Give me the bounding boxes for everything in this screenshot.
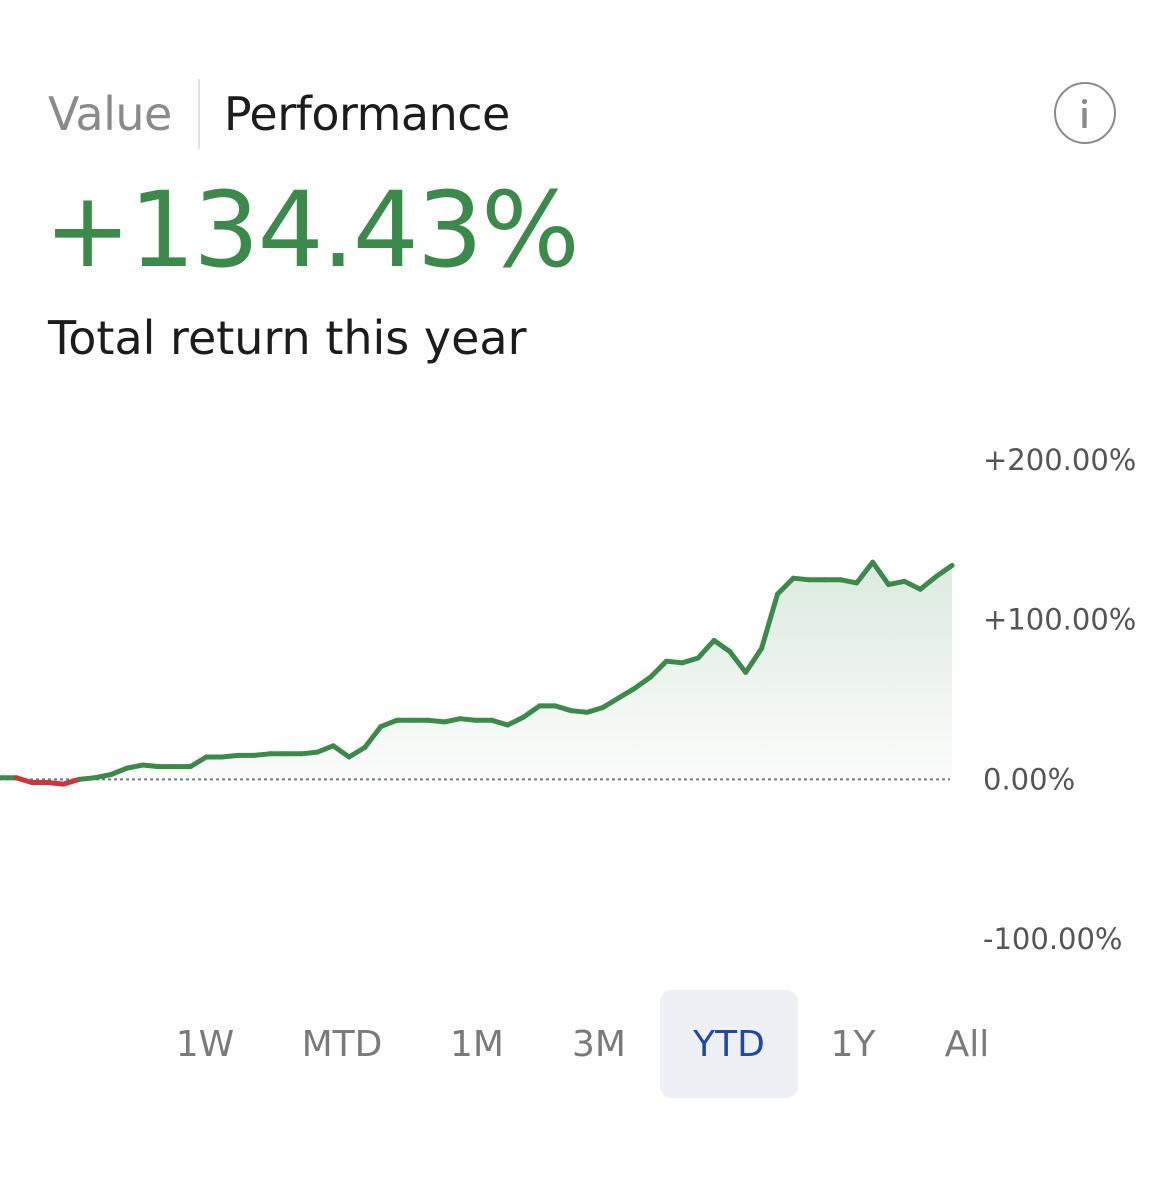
tab-divider <box>197 79 200 149</box>
chart-line-segment <box>775 575 796 597</box>
chart-line-segment <box>425 717 447 725</box>
chart-line-segment <box>187 754 209 770</box>
chart-line-segment <box>616 685 638 701</box>
performance-chart: +200.00% +100.00% 0.00% -100.00% <box>0 443 1136 956</box>
chart-line-segment <box>457 716 479 723</box>
chart-line-segment <box>314 743 336 755</box>
chart-line-segment <box>140 762 162 770</box>
info-button[interactable] <box>1054 82 1116 144</box>
chart-line-segment <box>886 578 907 587</box>
chart-line-segment <box>362 724 384 750</box>
chart-line-segment <box>299 749 320 757</box>
chart-line-segment <box>790 575 812 583</box>
total-return-value: +134.43% <box>44 169 580 291</box>
chart-line-segment <box>61 776 82 787</box>
chart-line-segment <box>552 703 574 714</box>
chart-line-segment <box>219 752 241 760</box>
range-all[interactable]: All <box>944 1023 990 1065</box>
tab-performance[interactable]: Performance <box>223 87 511 141</box>
chart-line-segment <box>108 765 130 777</box>
chart-line-segment <box>584 705 606 715</box>
chart-line-segment <box>711 637 733 655</box>
chart-line-segment <box>489 717 511 728</box>
chart-line-segment <box>76 775 98 782</box>
range-1y[interactable]: 1Y <box>830 1023 876 1065</box>
chart-line-segment <box>251 751 273 758</box>
chart-line-segment <box>695 637 717 661</box>
chart-line-segment <box>917 574 939 592</box>
tab-value[interactable]: Value <box>48 87 172 141</box>
chart-line-segment <box>330 743 352 760</box>
chart-line-segment <box>648 658 669 680</box>
range-selector: 1W MTD 1M 3M YTD 1Y All <box>0 990 1170 1100</box>
chart-line-segment <box>92 772 114 781</box>
chart-line-segment <box>346 744 368 760</box>
chart-line-segment <box>663 658 685 666</box>
y-axis-tick-label: -100.00% <box>983 922 1123 956</box>
chart-line-segment <box>933 562 955 580</box>
chart-line-segment <box>568 708 590 715</box>
range-mtd[interactable]: MTD <box>301 1023 383 1065</box>
chart-line-segment <box>378 717 400 730</box>
range-1w[interactable]: 1W <box>175 1023 235 1065</box>
chart-line-segment <box>727 649 749 675</box>
y-axis-tick-label: +200.00% <box>983 443 1136 477</box>
chart-line-segment <box>521 703 542 720</box>
chart-line-segment <box>759 591 780 651</box>
chart-line-segment <box>838 577 860 586</box>
chart-area-fill <box>0 562 952 780</box>
chart-line-segment <box>441 716 463 725</box>
range-1m[interactable]: 1M <box>450 1023 504 1065</box>
range-3m[interactable]: 3M <box>572 1023 626 1065</box>
chart-line-segment <box>13 775 35 785</box>
chart-line-segment <box>679 655 701 666</box>
chart-line-segment <box>124 762 146 771</box>
y-axis-tick-label: +100.00% <box>983 603 1136 637</box>
view-tabs: Value Performance <box>48 78 510 150</box>
chart-line-segment <box>505 714 527 728</box>
chart-line-segment <box>870 559 891 587</box>
chart-line-segment <box>632 674 653 691</box>
total-return-caption: Total return this year <box>48 311 527 365</box>
y-axis-tick-label: 0.00% <box>983 762 1075 796</box>
info-circle-icon <box>1081 98 1088 128</box>
chart-line-segment <box>854 559 876 586</box>
chart-line-segment <box>45 780 66 787</box>
chart-line-segment <box>901 578 923 592</box>
range-ytd[interactable]: YTD <box>660 990 798 1098</box>
chart-line-segment <box>600 695 622 710</box>
chart-line-segment <box>743 645 765 675</box>
